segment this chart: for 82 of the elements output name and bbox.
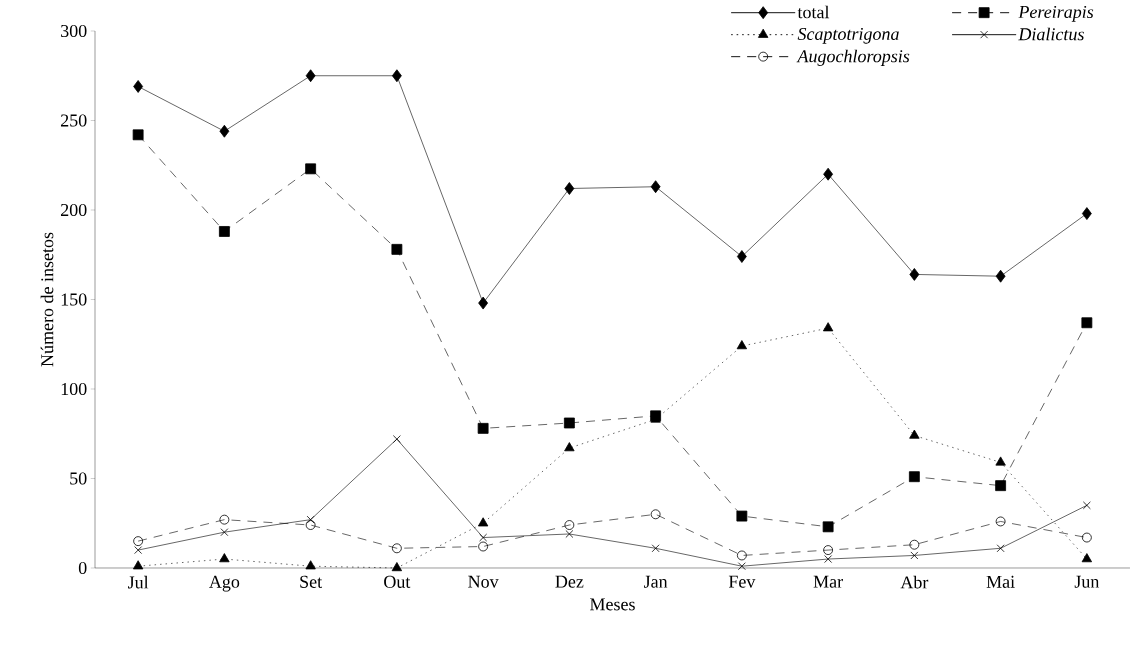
point	[564, 182, 575, 195]
y-axis-title: Número de insetos	[40, 232, 54, 367]
point	[824, 555, 833, 563]
point	[219, 553, 230, 563]
point	[133, 536, 144, 547]
point	[218, 226, 230, 237]
point	[823, 545, 834, 555]
x-tick-label: Abr	[900, 575, 929, 589]
point	[478, 541, 489, 552]
point	[1081, 532, 1092, 543]
y-tick-label: 0	[78, 561, 87, 575]
point	[132, 129, 144, 141]
point	[737, 562, 746, 571]
point	[133, 80, 144, 93]
point	[1081, 207, 1092, 220]
point	[650, 509, 661, 520]
x-axis-title: Meses	[590, 598, 635, 611]
y-tick-label: 200	[60, 203, 87, 217]
point	[651, 544, 660, 553]
y-tick-label: 100	[61, 382, 87, 396]
point	[563, 417, 575, 429]
y-tick-label: 300	[61, 24, 87, 38]
point	[1082, 501, 1091, 510]
point	[477, 422, 489, 434]
x-tick-label: Set	[300, 575, 323, 588]
x-tick-label: Nov	[468, 575, 499, 588]
point	[909, 268, 920, 281]
y-tick-label: 150	[61, 293, 87, 306]
point	[650, 180, 661, 194]
point	[564, 520, 575, 530]
point	[134, 546, 143, 555]
point	[910, 551, 919, 560]
point	[305, 69, 316, 83]
point	[477, 517, 489, 527]
point	[736, 340, 748, 350]
x-tick-label: Out	[384, 575, 411, 588]
point	[736, 510, 748, 522]
x-tick-label: Jul	[128, 575, 149, 589]
point	[219, 514, 230, 525]
point	[391, 562, 403, 572]
point	[736, 550, 747, 561]
point	[132, 560, 144, 570]
point	[995, 456, 1006, 466]
point	[479, 533, 488, 542]
legend-label: Scaptotrigona	[797, 27, 899, 44]
y-tick-label: 50	[70, 472, 87, 485]
y-tick-label: 250	[60, 114, 87, 127]
point	[909, 429, 920, 439]
point	[995, 480, 1007, 492]
point	[995, 516, 1006, 527]
point	[564, 442, 575, 452]
legend-label: total	[797, 5, 830, 19]
legend-label: Pereirapis	[1018, 5, 1094, 22]
point	[908, 471, 920, 483]
x-tick-label: Dez	[555, 575, 584, 588]
legend-label: Dialictus	[1018, 27, 1084, 41]
x-tick-label: Mai	[986, 575, 1015, 588]
point	[305, 163, 317, 175]
x-tick-label: Mar	[813, 575, 843, 588]
point	[736, 250, 747, 263]
point	[392, 435, 401, 444]
point	[391, 243, 403, 255]
legend-label: Augochloropsis	[796, 49, 910, 66]
point	[995, 269, 1006, 283]
point	[305, 560, 316, 570]
point	[822, 521, 834, 533]
x-tick-label: Jun	[1074, 575, 1100, 588]
x-tick-label: Ago	[209, 575, 240, 592]
x-tick-label: Fev	[728, 575, 756, 588]
point	[823, 167, 834, 181]
point	[822, 322, 834, 332]
point	[391, 543, 402, 554]
point	[220, 528, 229, 537]
point	[909, 539, 920, 550]
point	[565, 530, 574, 538]
point	[478, 296, 489, 310]
point	[1081, 317, 1093, 329]
point	[219, 124, 230, 138]
point	[996, 544, 1005, 553]
point	[1081, 553, 1093, 563]
x-tick-label: Jan	[644, 575, 668, 588]
point	[391, 69, 402, 83]
